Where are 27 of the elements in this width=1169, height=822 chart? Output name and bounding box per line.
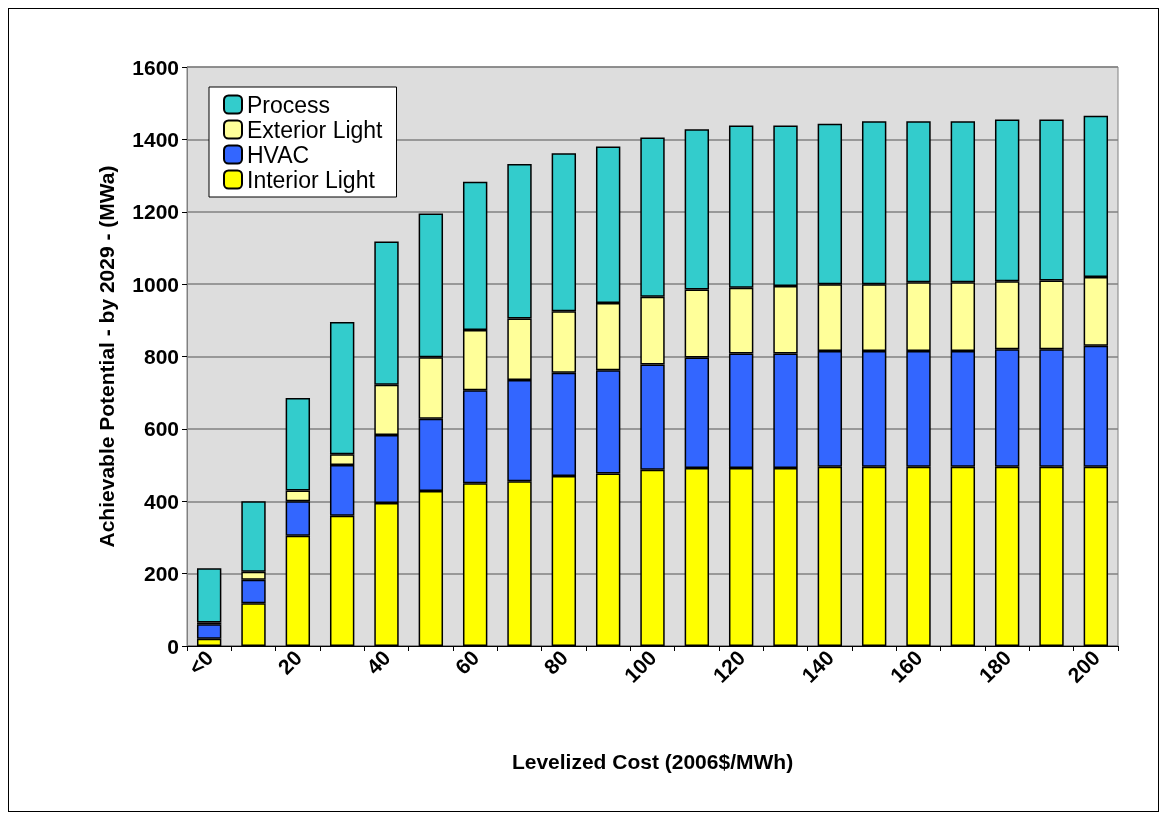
x-tick-label: 100: [619, 645, 661, 687]
y-tick-label: 600: [143, 417, 179, 441]
x-tick-label: 80: [539, 645, 572, 679]
x-tick-label: 180: [974, 645, 1016, 687]
legend-label: Exterior Light: [247, 116, 384, 143]
x-tick-label: 40: [361, 645, 395, 679]
y-axis-title: Achievable Potential - by 2029 - (MWa): [95, 165, 118, 548]
y-tick-label: 200: [143, 562, 179, 586]
x-tick-label: 20: [273, 645, 306, 679]
bar: [196, 568, 222, 623]
x-tick-label: 200: [1062, 645, 1104, 687]
legend-label: HVAC: [247, 141, 310, 168]
x-tick-label: 120: [708, 645, 750, 687]
y-tick-label: 400: [143, 489, 179, 513]
legend-label: Process: [247, 91, 331, 118]
legend-label: Interior Light: [247, 166, 376, 193]
y-tick-label: 1600: [132, 55, 179, 79]
y-tick-label: 800: [143, 345, 179, 368]
x-tick-label: <0: [184, 645, 218, 680]
x-tick-label: 60: [450, 645, 484, 679]
x-axis-title: Levelized Cost (2006$/MWh): [511, 750, 794, 773]
x-tick-label: 160: [885, 645, 927, 687]
y-tick-label: 1400: [132, 127, 179, 151]
y-tick-label: 1000: [132, 272, 179, 296]
y-tick-label: 1200: [132, 200, 179, 224]
x-tick-label: 140: [796, 645, 838, 687]
y-tick-label: 0: [167, 634, 179, 658]
